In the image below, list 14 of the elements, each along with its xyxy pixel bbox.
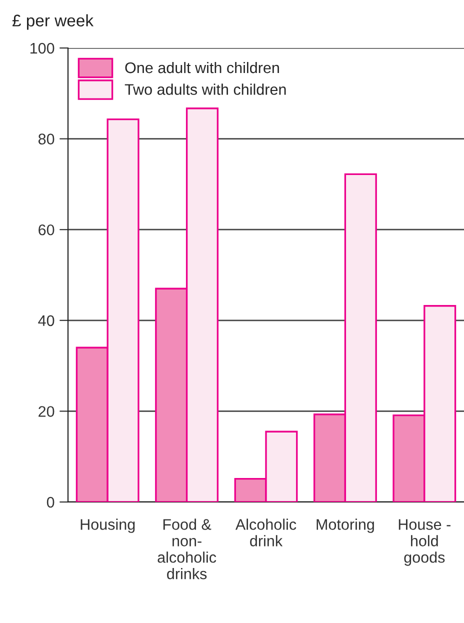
y-tick-label: 100 xyxy=(30,42,54,54)
x-tick-label: Housing xyxy=(80,518,135,533)
y-axis-title: £ per week xyxy=(12,14,94,30)
legend-label: One adult with children xyxy=(125,62,279,74)
y-tick-label: 80 xyxy=(38,134,54,144)
y-tick-label: 40 xyxy=(38,315,54,326)
y-tick-label: 0 xyxy=(46,496,54,508)
x-tick-label: Motoring xyxy=(316,518,374,533)
legend-label: Two adults with children xyxy=(124,84,286,95)
y-tick-label: 20 xyxy=(38,406,54,417)
x-tick-label: House - hold goods xyxy=(398,519,450,566)
y-tick-label: 60 xyxy=(38,224,54,236)
x-tick-label: Alcoholic drink xyxy=(235,518,296,546)
x-tick-label: Food & non- alcoholic drinks xyxy=(158,518,216,580)
